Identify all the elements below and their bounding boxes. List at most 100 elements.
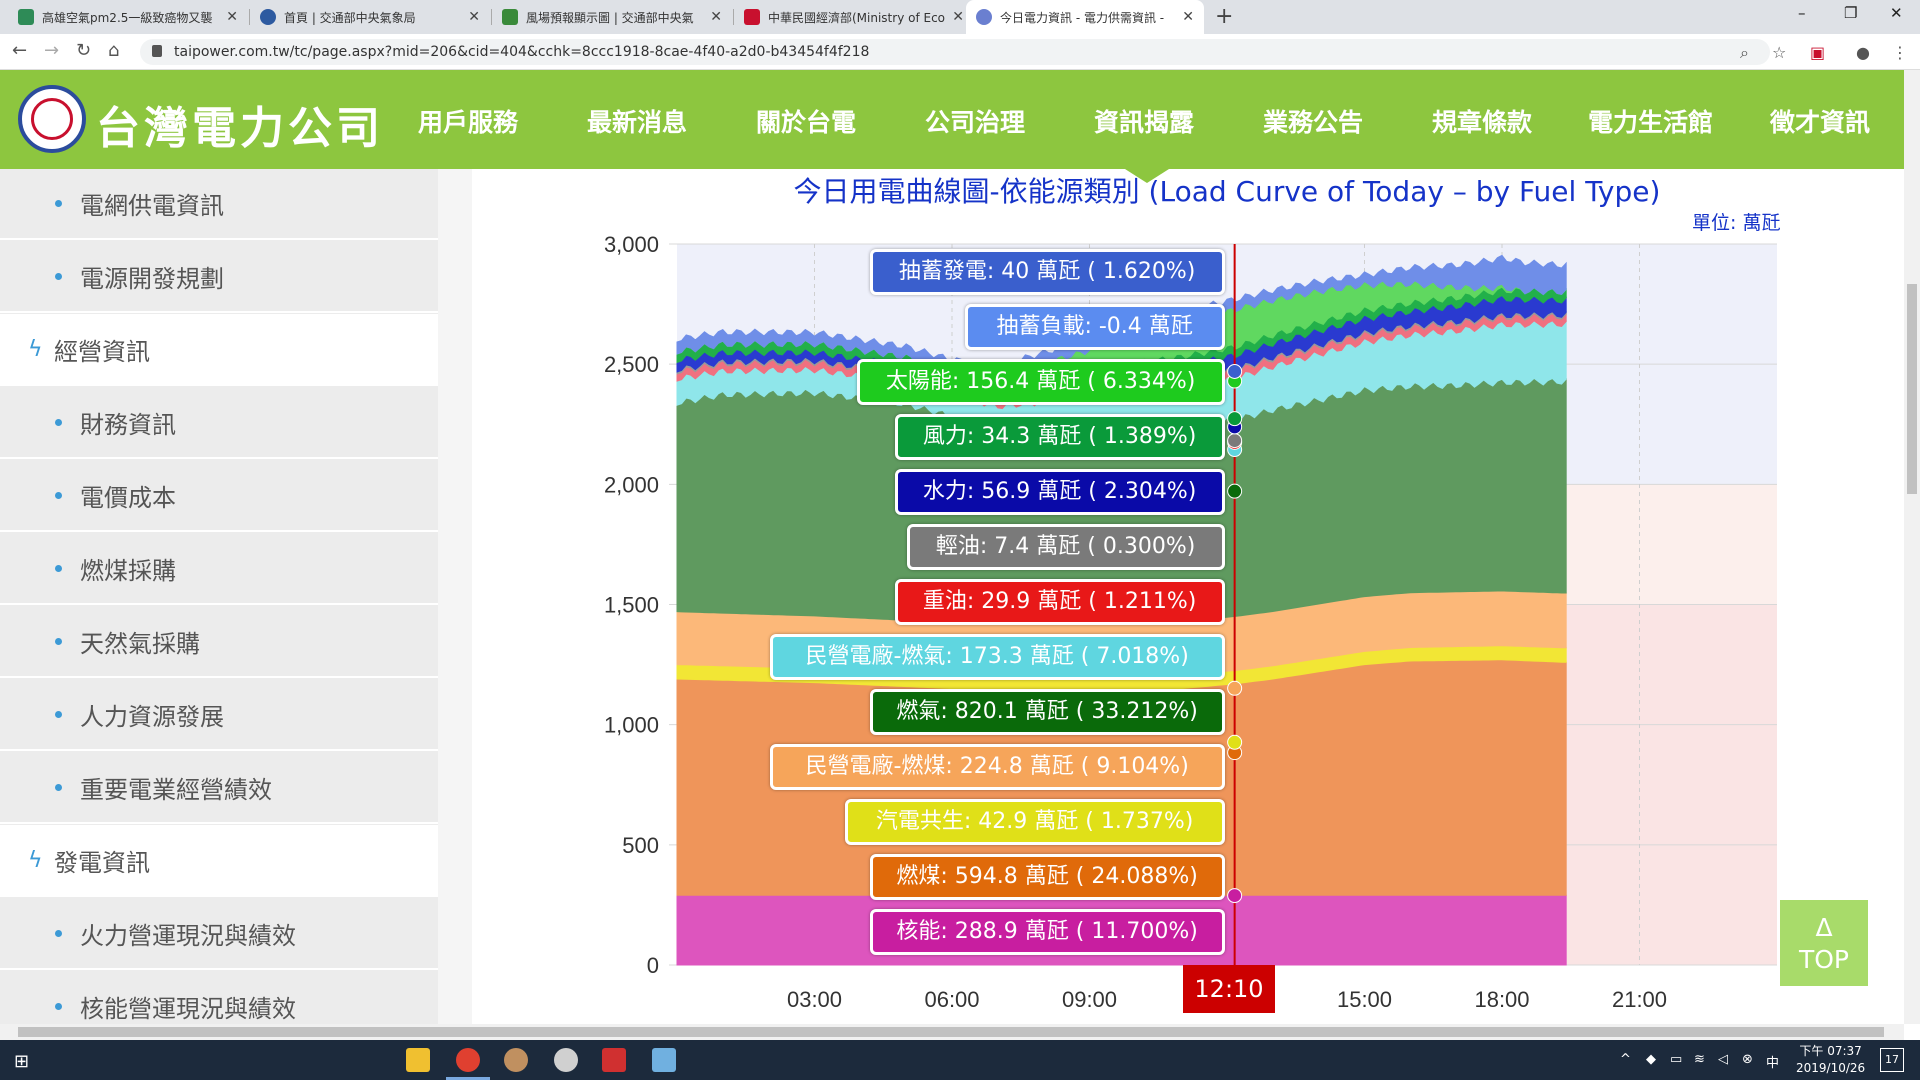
back-to-top-button[interactable]: Δ TOP [1780,900,1868,986]
close-tab-icon[interactable]: ✕ [952,9,964,25]
menu-item-about[interactable]: 關於台電 [756,108,857,137]
tray-wifi-icon[interactable]: ≋ [1694,1052,1705,1067]
bullet-icon [55,491,62,499]
forward-arrow-icon[interactable]: → [44,40,60,61]
menu-item-careers[interactable]: 徵才資訊 [1770,108,1871,137]
tab-title: 高雄空氣pm2.5一級致癌物又襲 [42,10,213,25]
logo-text[interactable]: 台灣電力公司 [96,103,384,154]
series-tooltip-label: 民營電廠-燃氣: 173.3 萬瓩 ( 7.018%) [769,634,1225,680]
close-tab-icon[interactable]: ✕ [710,9,722,25]
app-icon[interactable] [554,1048,578,1072]
browser-tab-3[interactable]: 風場預報顯示圖 | 交通部中央氣 ✕ [492,0,732,34]
notification-icon[interactable]: 17 [1880,1048,1904,1072]
favicon-icon [260,9,276,25]
sidebar-item-nuclear[interactable]: 核能營運現況與績效 [0,971,438,1024]
scroll-thumb[interactable] [18,1027,1884,1037]
vertical-scrollbar[interactable] [1904,70,1920,1024]
app-icon[interactable] [602,1048,626,1072]
browser-tab-1[interactable]: 高雄空氣pm2.5一級致癌物又襲 ✕ [8,0,248,34]
x-tick-label: 15:00 [1337,987,1392,1012]
y-tick-label: 3,000 [604,232,659,257]
tray-ime-icon[interactable]: 中 [1766,1056,1780,1071]
bookmark-star-icon[interactable]: ☆ [1772,43,1787,62]
extension-icon[interactable]: ▣ [1810,43,1826,62]
zoom-icon[interactable]: ⌕ [1740,43,1749,62]
tray-battery-icon[interactable]: ▭ [1670,1052,1683,1067]
favicon-icon [502,9,518,25]
active-menu-pointer [1125,169,1169,183]
series-tooltip-label: 抽蓄發電: 40 萬瓩 ( 1.620%) [869,249,1225,295]
series-marker [1227,483,1243,499]
menu-item-announcements[interactable]: 業務公告 [1263,108,1364,137]
restore-icon[interactable]: ❐ [1844,4,1858,22]
taipower-logo-icon[interactable] [18,85,86,153]
bullet-icon [55,564,62,572]
sidebar-item-price-cost[interactable]: 電價成本 [0,460,438,532]
series-tooltip-label: 風力: 34.3 萬瓩 ( 1.389%) [894,414,1225,460]
favicon-icon [18,9,34,25]
menu-item-user-service[interactable]: 用戶服務 [418,108,519,137]
current-time-label: 12:10 [1183,965,1275,1013]
sidebar-item-hr[interactable]: 人力資源發展 [0,679,438,751]
close-tab-icon[interactable]: ✕ [226,9,238,25]
menu-item-news[interactable]: 最新消息 [587,108,688,137]
close-tab-icon[interactable]: ✕ [1182,9,1194,25]
browser-tab-5-active[interactable]: 今日電力資訊 - 電力供需資訊 - ✕ [966,0,1204,34]
lightning-icon: ϟ [28,336,43,362]
sidebar-gutter [438,169,472,1024]
close-tab-icon[interactable]: ✕ [468,9,480,25]
horizontal-scrollbar[interactable] [0,1024,1904,1040]
menu-item-disclosure[interactable]: 資訊揭露 [1094,108,1195,137]
sidebar-item-power-dev[interactable]: 電源開發規劃 [0,241,438,313]
tray-volume-icon[interactable]: ◁ [1718,1052,1728,1067]
sidebar-item-grid-supply[interactable]: 電網供電資訊 [0,169,438,240]
bullet-icon [55,710,62,718]
home-icon[interactable]: ⌂ [108,40,120,61]
series-tooltip-label: 汽電共生: 42.9 萬瓩 ( 1.737%) [844,799,1225,845]
profile-icon[interactable]: ● [1856,43,1870,62]
back-arrow-icon[interactable]: ← [12,40,28,61]
sidebar-item-gas[interactable]: 天然氣採購 [0,606,438,678]
lock-icon[interactable] [152,45,162,57]
bullet-icon [55,1002,62,1010]
menu-dots-icon[interactable]: ⋮ [1892,43,1908,62]
x-tick-label: 09:00 [1062,987,1117,1012]
system-clock[interactable]: 下午 07:37 2019/10/26 [1796,1044,1866,1075]
sidebar-item-operations[interactable]: ϟ 經營資訊 [0,314,438,386]
minimize-icon[interactable]: – [1798,4,1806,22]
new-tab-button[interactable]: + [1215,4,1234,29]
menu-item-governance[interactable]: 公司治理 [925,108,1026,137]
tab-title: 中華民國經濟部(Ministry of Eco [768,10,946,25]
y-tick-label: 500 [622,833,659,858]
close-window-icon[interactable]: ✕ [1890,4,1903,22]
series-tooltip-label: 抽蓄負載: -0.4 萬瓩 [964,304,1225,350]
tray-security-icon[interactable]: ◆ [1646,1052,1656,1067]
windows-start-icon[interactable]: ⊞ [14,1051,30,1072]
sidebar-item-coal[interactable]: 燃煤採購 [0,533,438,605]
sidebar-item-performance[interactable]: 重要電業經營績效 [0,752,438,824]
browser-tab-2[interactable]: 首頁 | 交通部中央氣象局 ✕ [250,0,490,34]
menu-item-life[interactable]: 電力生活館 [1588,108,1714,137]
series-tooltip-label: 燃氣: 820.1 萬瓩 ( 33.212%) [869,689,1225,735]
tab-title: 首頁 | 交通部中央氣象局 [284,10,416,25]
app-icon[interactable] [652,1048,676,1072]
scroll-thumb[interactable] [1907,284,1917,494]
file-explorer-icon[interactable] [406,1048,430,1072]
series-marker [1227,888,1243,904]
sidebar: 電網供電資訊 電源開發規劃 ϟ 經營資訊 財務資訊 電價成本 燃煤採購 天然氣採購… [0,169,438,1024]
series-tooltip-label: 太陽能: 156.4 萬瓩 ( 6.334%) [856,359,1225,405]
sidebar-item-finance[interactable]: 財務資訊 [0,387,438,459]
browser-tab-4[interactable]: 中華民國經濟部(Ministry of Eco ✕ [734,0,974,34]
app-icon[interactable] [504,1048,528,1072]
bullet-icon [55,272,62,280]
address-bar[interactable]: taipower.com.tw/tc/page.aspx?mid=206&cid… [140,39,1770,65]
menu-item-regulations[interactable]: 規章條款 [1432,108,1533,137]
series-marker [1227,680,1243,696]
chrome-icon[interactable] [456,1048,480,1072]
tray-chevron-icon[interactable]: ^ [1620,1052,1631,1067]
reload-icon[interactable]: ↻ [76,40,92,61]
sidebar-item-thermal[interactable]: 火力營運現況與績效 [0,898,438,970]
browser-toolbar: ← → ↻ ⌂ taipower.com.tw/tc/page.aspx?mid… [0,34,1920,70]
sidebar-item-generation[interactable]: ϟ 發電資訊 [0,825,438,897]
tray-close-icon[interactable]: ⊗ [1742,1052,1753,1067]
